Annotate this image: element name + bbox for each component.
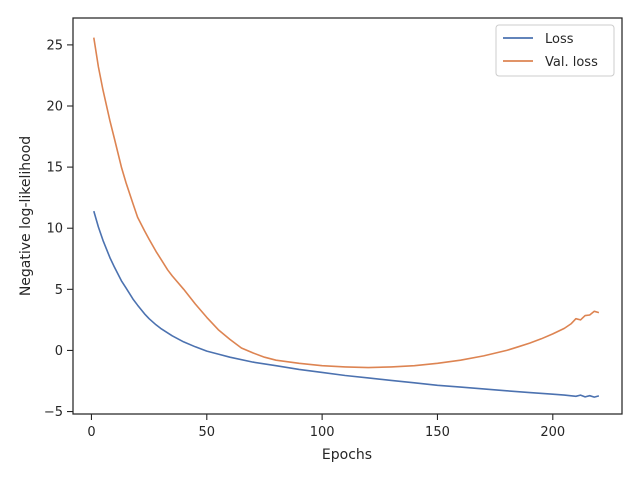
x-tick-label: 150 [425, 425, 450, 440]
y-tick-label: −5 [44, 405, 63, 420]
legend: Loss Val. loss [495, 24, 615, 77]
legend-label-val-loss: Val. loss [545, 55, 598, 70]
x-axis-ticks: 0 50 100 150 200 [87, 414, 565, 440]
series-layer [93, 37, 600, 398]
x-axis-label: Epochs [322, 447, 372, 463]
series-line-loss [93, 210, 600, 398]
y-axis-label: Negative log-likelihood [18, 136, 34, 296]
y-tick-label: 10 [46, 222, 63, 237]
x-tick-label: 0 [87, 425, 95, 440]
y-tick-label: 15 [46, 161, 63, 176]
y-tick-label: 0 [55, 344, 63, 359]
series-line-val-loss [93, 37, 600, 369]
y-tick-label: 25 [46, 38, 63, 53]
x-tick-label: 50 [199, 425, 216, 440]
y-tick-label: 5 [55, 283, 63, 298]
plot-frame [72, 17, 623, 415]
y-axis-ticks: −5 0 5 10 15 20 25 [44, 38, 73, 420]
x-tick-label: 100 [310, 425, 335, 440]
y-tick-label: 20 [46, 100, 63, 115]
legend-label-loss: Loss [545, 32, 574, 47]
x-tick-label: 200 [540, 425, 565, 440]
